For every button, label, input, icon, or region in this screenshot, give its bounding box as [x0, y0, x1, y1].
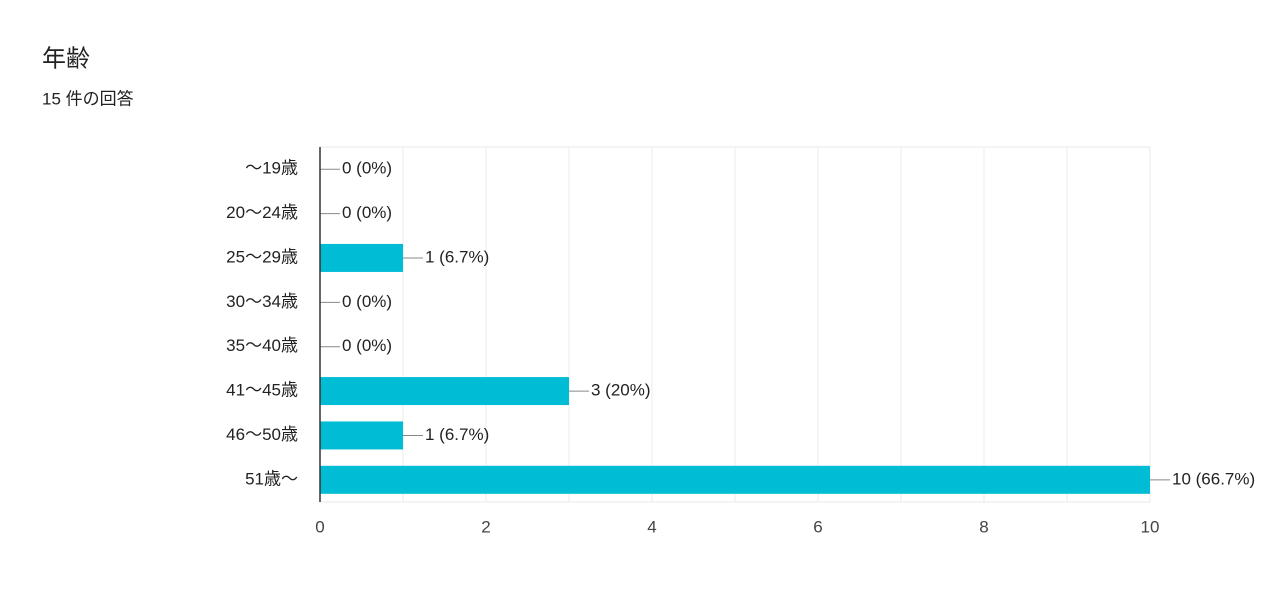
y-tick-label: 51歳〜: [245, 469, 298, 488]
bar: [320, 421, 403, 450]
y-tick-label: 46〜50歳: [226, 425, 298, 444]
x-tick-label: 10: [1141, 517, 1160, 536]
value-label: 1 (6.7%): [425, 425, 489, 444]
value-label: 1 (6.7%): [425, 247, 489, 266]
y-tick-label: 35〜40歳: [226, 336, 298, 355]
chart-title: 年齢: [42, 45, 90, 72]
value-label: 10 (66.7%): [1172, 469, 1255, 488]
bar: [320, 465, 1150, 494]
y-tick-label: 30〜34歳: [226, 292, 298, 311]
value-label: 0 (0%): [342, 203, 392, 222]
chart-subtitle: 15 件の回答: [42, 89, 134, 108]
bar: [320, 243, 403, 272]
x-tick-label: 0: [315, 517, 324, 536]
x-tick-label: 2: [481, 517, 490, 536]
y-tick-label: 〜19歳: [245, 159, 298, 178]
value-label: 0 (0%): [342, 159, 392, 178]
y-tick-label: 41〜45歳: [226, 381, 298, 400]
x-tick-label: 4: [647, 517, 656, 536]
bar: [320, 377, 569, 406]
value-label: 3 (20%): [591, 381, 651, 400]
x-tick-label: 8: [979, 517, 988, 536]
x-tick-label: 6: [813, 517, 822, 536]
y-tick-label: 20〜24歳: [226, 203, 298, 222]
y-tick-label: 25〜29歳: [226, 247, 298, 266]
value-label: 0 (0%): [342, 336, 392, 355]
value-label: 0 (0%): [342, 292, 392, 311]
